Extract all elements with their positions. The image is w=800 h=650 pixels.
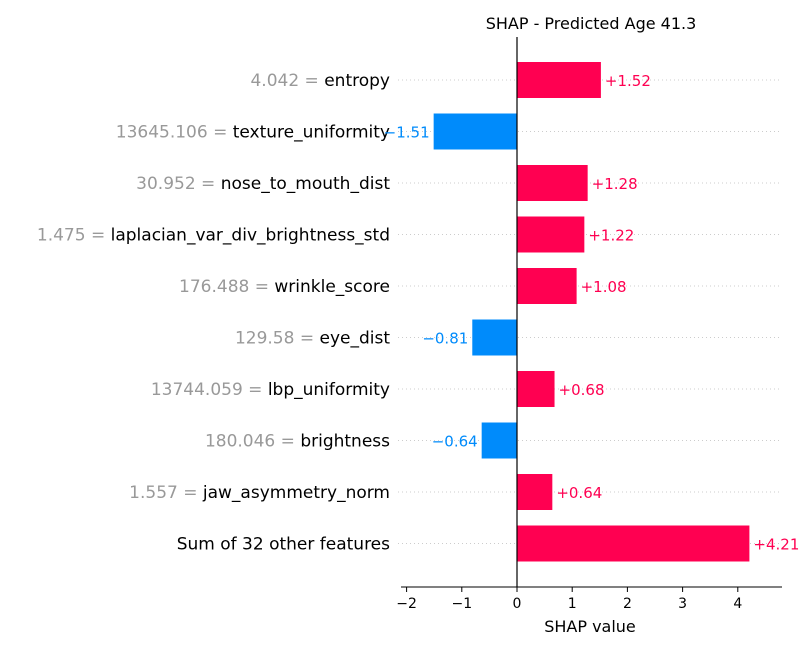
x-tick-label: 1 <box>568 596 577 612</box>
value-label: +1.22 <box>588 227 634 245</box>
bar <box>517 525 750 562</box>
feature-value: 1.475 = <box>37 226 111 246</box>
feature-name: wrinkle_score <box>274 277 390 297</box>
row-label: 30.952 = nose_to_mouth_dist <box>136 174 390 194</box>
feature-name: jaw_asymmetry_norm <box>202 483 390 503</box>
feature-value: 30.952 = <box>136 174 221 194</box>
feature-value: 4.042 = <box>250 71 324 91</box>
x-tick-label: −1 <box>451 596 472 612</box>
bar <box>472 319 517 356</box>
x-tick-label: 4 <box>733 596 742 612</box>
feature-value: 13744.059 = <box>151 380 268 400</box>
x-tick-label: 0 <box>513 596 522 612</box>
row-label: 1.557 = jaw_asymmetry_norm <box>129 483 390 503</box>
row-label: 13645.106 = texture_uniformity <box>116 123 390 143</box>
row-label: Sum of 32 other features <box>177 535 390 555</box>
feature-name: entropy <box>324 71 390 91</box>
row-guides <box>398 79 782 544</box>
row-label: 129.58 = eye_dist <box>235 329 390 349</box>
feature-name: nose_to_mouth_dist <box>221 174 391 194</box>
value-label: +1.08 <box>581 278 627 296</box>
x-tick-label: 2 <box>623 596 632 612</box>
x-ticks: −2 −1 0 1 2 3 4 <box>396 587 742 612</box>
bar <box>517 371 555 407</box>
feature-name: eye_dist <box>319 329 390 349</box>
value-label: −0.64 <box>432 433 478 451</box>
feature-value: 176.488 = <box>179 277 274 297</box>
row-labels: 4.042 = entropy 13645.106 = texture_unifo… <box>37 71 390 555</box>
row-label: 13744.059 = lbp_uniformity <box>151 380 390 400</box>
feature-value: 180.046 = <box>205 432 300 452</box>
feature-name: laplacian_var_div_brightness_std <box>111 226 390 246</box>
value-label: −1.51 <box>384 124 430 142</box>
value-label: +1.28 <box>592 175 638 193</box>
feature-name: lbp_uniformity <box>268 380 390 400</box>
x-tick-label: −2 <box>396 596 417 612</box>
bars <box>433 62 750 562</box>
feature-value: 129.58 = <box>235 329 320 349</box>
row-label: 176.488 = wrinkle_score <box>179 277 390 297</box>
row-label: 1.475 = laplacian_var_div_brightness_std <box>37 226 390 246</box>
feature-name: brightness <box>300 432 390 452</box>
bar <box>481 422 517 459</box>
value-label: +0.64 <box>556 484 602 502</box>
feature-value: 13645.106 = <box>116 123 233 143</box>
bar <box>517 165 588 201</box>
x-axis-label: SHAP value <box>544 617 636 636</box>
bar <box>517 62 601 98</box>
bar <box>433 113 517 150</box>
feature-name: texture_uniformity <box>233 123 390 143</box>
row-label: 4.042 = entropy <box>250 71 390 91</box>
bar <box>517 268 577 304</box>
x-tick-label: 3 <box>678 596 687 612</box>
value-label: +1.52 <box>605 72 651 90</box>
bar <box>517 216 585 253</box>
value-label: −0.81 <box>422 330 468 348</box>
value-label: +4.21 <box>753 536 799 554</box>
value-label: +0.68 <box>559 381 605 399</box>
chart-title: SHAP - Predicted Age 41.3 <box>486 14 697 33</box>
bar <box>517 474 553 510</box>
value-labels: +1.52 −1.51 +1.28 +1.22 +1.08 −0.81 +0.68 −0.64… <box>384 72 800 554</box>
row-label: 180.046 = brightness <box>205 432 390 452</box>
feature-value: 1.557 = <box>129 483 203 503</box>
feature-name: Sum of 32 other features <box>177 535 390 555</box>
